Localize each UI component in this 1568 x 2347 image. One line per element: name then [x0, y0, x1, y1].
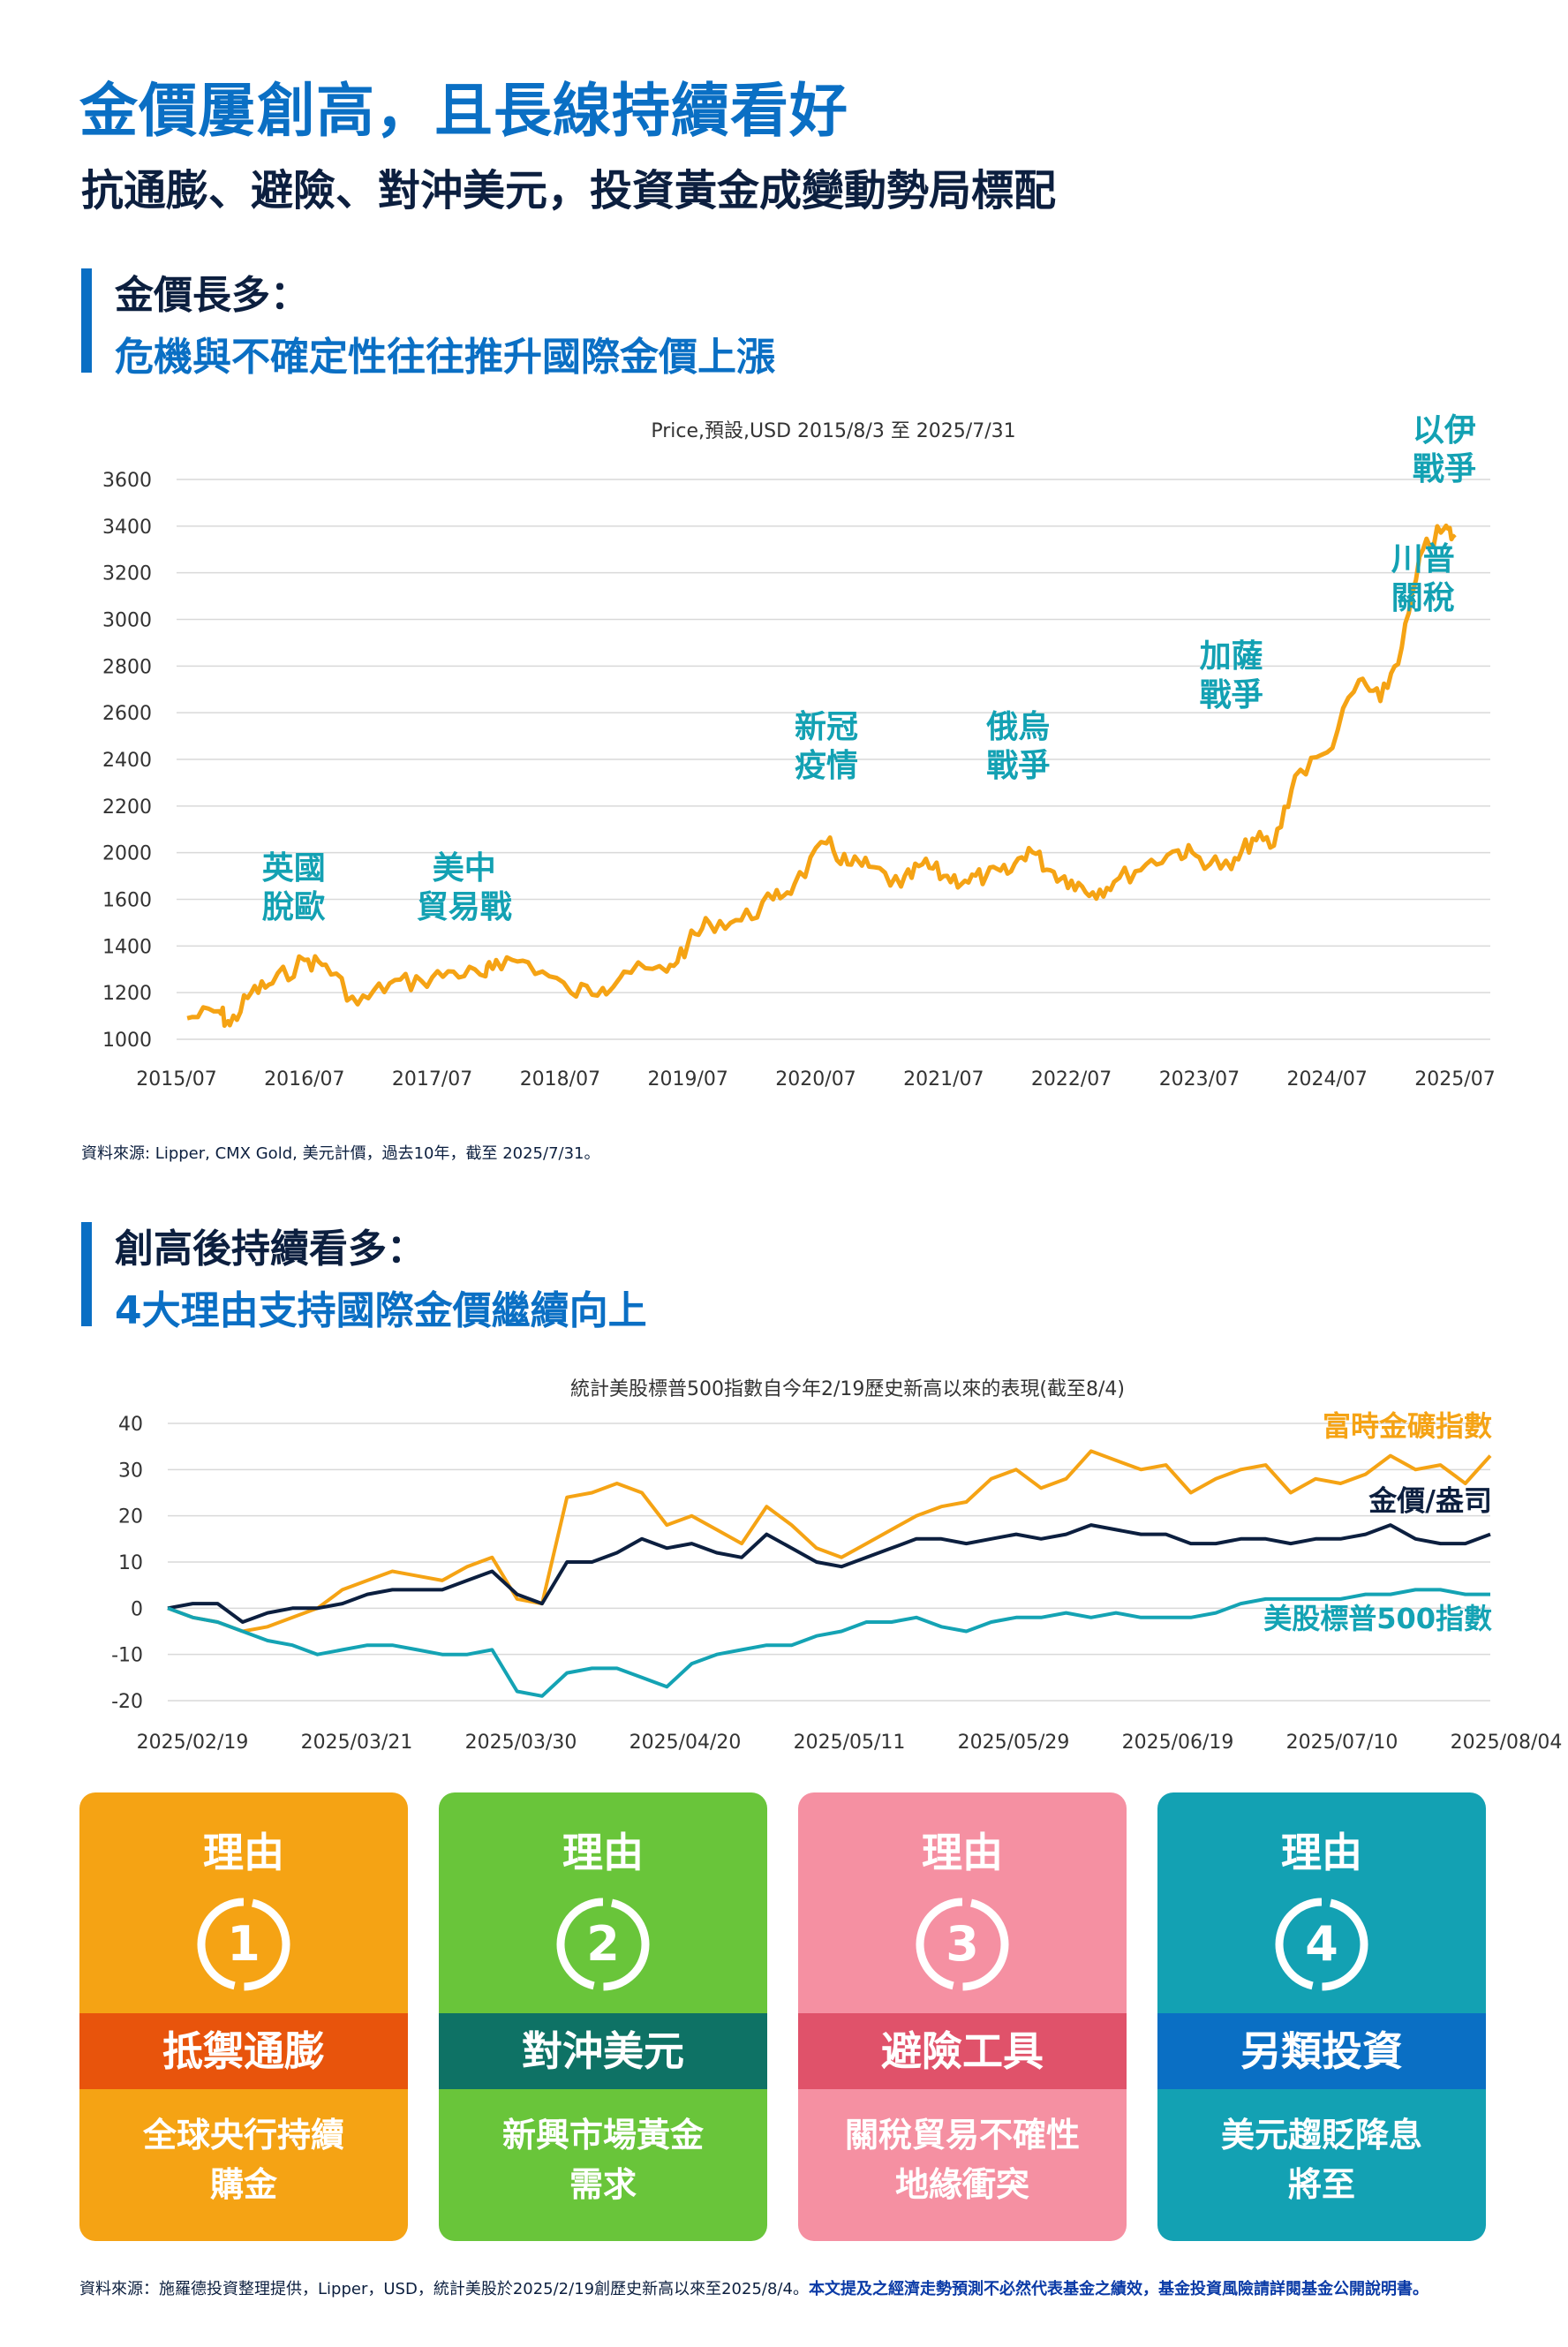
footer-note: 資料來源：施羅德投資整理提供，Lipper，USD，統計美股於2025/2/19… — [79, 2278, 1492, 2301]
y-tick-label: 1200 — [102, 983, 152, 1005]
event-annotation: 美中貿易戰 — [417, 850, 512, 925]
reason-description: 新興市場黃金 需求 — [501, 2116, 704, 2204]
reason-label: 理由 — [562, 1829, 644, 1876]
reason-card-4: 理由 4 另類投資 美元趨貶降息 將至 — [1157, 1792, 1486, 2241]
reason-title: 避險工具 — [798, 2013, 1127, 2089]
y-tick-label: 1600 — [102, 890, 152, 912]
reason-card-1: 理由 1 抵禦通膨 全球央行持續 購金 — [79, 1792, 408, 2241]
reason-description: 全球央行持續 購金 — [142, 2116, 344, 2204]
section2-heading: 創高後持續看多： — [115, 1226, 426, 1272]
reason-title: 對沖美元 — [439, 2013, 767, 2089]
gold-price-chart: Price,預設,USD 2015/8/3 至 2025/7/31 1000 120… — [102, 412, 1496, 1090]
reason-number: 2 — [586, 1916, 620, 1972]
y-tick-label: 2800 — [102, 656, 152, 678]
reason-number: 4 — [1305, 1916, 1338, 1972]
series-label: 金價/盎司 — [1368, 1484, 1492, 1518]
event-annotation: 新冠疫情 — [795, 709, 858, 784]
series-label: 美股標普500指數 — [1263, 1602, 1492, 1635]
y-tick-label: 2400 — [102, 750, 152, 772]
reason-card-3: 理由 3 避險工具 關稅貿易不確性 地緣衝突 — [798, 1792, 1127, 2241]
y-tick-label: 3200 — [102, 563, 152, 585]
x-tick-label: 2015/07 — [136, 1068, 216, 1090]
y-tick-label: 30 — [118, 1460, 143, 1482]
x-tick-label: 2025/03/21 — [301, 1732, 413, 1754]
x-tick-label: 2018/07 — [520, 1068, 600, 1090]
reason-label: 理由 — [1281, 1829, 1362, 1876]
event-annotation: 加薩戰爭 — [1200, 638, 1263, 713]
reason-number: 1 — [227, 1916, 260, 1972]
y-tick-label: 2600 — [102, 703, 152, 725]
gold-miners-line — [167, 1449, 1492, 1634]
reason-description: 關稅貿易不確性 地緣衝突 — [844, 2116, 1080, 2204]
x-tick-label: 2022/07 — [1031, 1068, 1112, 1090]
reason-number: 3 — [946, 1916, 979, 1972]
series-label: 富時金礦指數 — [1323, 1409, 1492, 1443]
number-ring-icon: 3 — [916, 1898, 1009, 1991]
x-tick-label: 2025/07/10 — [1286, 1732, 1398, 1754]
x-tick-label: 2025/03/30 — [465, 1732, 577, 1754]
reason-title: 另類投資 — [1157, 2013, 1486, 2089]
x-tick-label: 2025/07 — [1414, 1068, 1495, 1090]
x-tick-label: 2023/07 — [1159, 1068, 1240, 1090]
reason-card-2: 理由 2 對沖美元 新興市場黃金 需求 — [439, 1792, 767, 2241]
section1-heading: 金價長多： — [115, 273, 309, 318]
x-tick-label: 2024/07 — [1286, 1068, 1367, 1090]
x-tick-label: 2025/04/20 — [629, 1732, 742, 1754]
y-tick-label: 3600 — [102, 470, 152, 492]
section1-accent-bar — [81, 268, 92, 373]
y-tick-label: 3000 — [102, 610, 152, 632]
y-tick-label: 20 — [118, 1506, 143, 1528]
number-ring-icon: 1 — [197, 1898, 290, 1991]
y-tick-label: 0 — [131, 1598, 143, 1620]
reason-description: 美元趨貶降息 將至 — [1220, 2116, 1422, 2204]
number-ring-icon: 2 — [556, 1898, 650, 1991]
gold-price-line — [167, 1523, 1491, 1624]
page-subtitle: 抗通膨、避險、對沖美元，投資黃金成變動勢局標配 — [81, 166, 1057, 215]
sp500-line — [167, 1588, 1490, 1698]
x-tick-label: 2025/02/19 — [137, 1732, 249, 1754]
event-annotation: 英國脫歐 — [262, 850, 326, 925]
x-tick-label: 2017/07 — [392, 1068, 472, 1090]
y-tick-label: 3400 — [102, 517, 152, 539]
reason-label: 理由 — [203, 1829, 284, 1876]
performance-chart: 統計美股標普500指數自今年2/19歷史新高以來的表現(截至8/4) 40 30 20… — [111, 1378, 1563, 1754]
x-tick-label: 2025/05/29 — [958, 1732, 1070, 1754]
chart2-title: 統計美股標普500指數自今年2/19歷史新高以來的表現(截至8/4) — [570, 1378, 1125, 1400]
x-tick-label: 2025/05/11 — [794, 1732, 906, 1754]
y-tick-label: 2000 — [102, 843, 152, 865]
footer-disclaimer: 本文提及之經濟走勢預測不必然代表基金之績效，基金投資風險請詳閱基金公開說明書。 — [808, 2280, 1429, 2298]
x-tick-label: 2025/06/19 — [1122, 1732, 1234, 1754]
y-tick-label: 10 — [118, 1552, 143, 1574]
event-annotation: 以伊戰爭 — [1413, 412, 1476, 487]
y-tick-label: 1400 — [102, 936, 152, 958]
event-annotation: 俄烏戰爭 — [985, 709, 1050, 784]
x-tick-label: 2025/08/04 — [1451, 1732, 1563, 1754]
event-annotation: 川普關稅 — [1391, 541, 1455, 616]
y-tick-label: 2200 — [102, 796, 152, 819]
x-tick-label: 2020/07 — [775, 1068, 856, 1090]
y-tick-label: -10 — [111, 1645, 143, 1667]
y-tick-label: 40 — [118, 1414, 143, 1436]
x-tick-label: 2021/07 — [903, 1068, 984, 1090]
section1-subheading: 危機與不確定性往往推升國際金價上漲 — [115, 335, 775, 380]
chart1-source: 資料來源: Lipper, CMX Gold, 美元計價，過去10年，截至 20… — [81, 1144, 600, 1163]
chart1-title: Price,預設,USD 2015/8/3 至 2025/7/31 — [651, 420, 1015, 442]
number-ring-icon: 4 — [1275, 1898, 1368, 1991]
section2-subheading: 4大理由支持國際金價繼續向上 — [115, 1288, 647, 1333]
footer-source: 資料來源：施羅德投資整理提供，Lipper，USD，統計美股於2025/2/19… — [79, 2280, 809, 2298]
y-tick-label: 1000 — [102, 1030, 152, 1052]
section2-accent-bar — [81, 1222, 92, 1326]
reason-label: 理由 — [922, 1829, 1003, 1876]
reason-title: 抵禦通膨 — [79, 2013, 408, 2089]
x-tick-label: 2019/07 — [647, 1068, 727, 1090]
x-tick-label: 2016/07 — [264, 1068, 344, 1090]
page-title: 金價屢創高，且長線持續看好 — [79, 77, 848, 145]
gold-price-line — [186, 523, 1457, 1029]
y-tick-label: -20 — [111, 1691, 143, 1713]
